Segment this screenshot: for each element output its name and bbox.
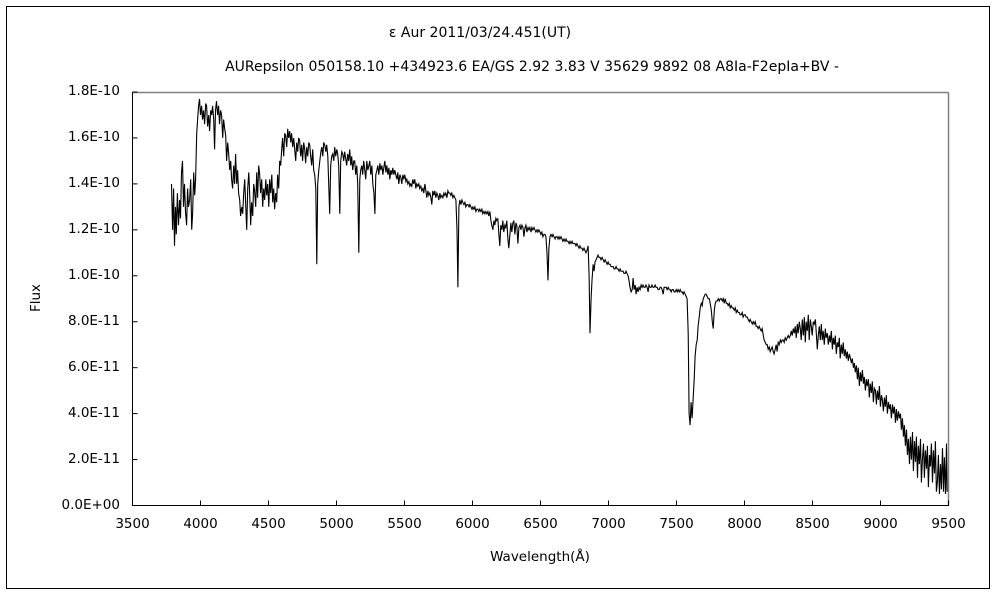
chart-subtitle: AURepsilon 050158.10 +434923.6 EA/GS 2.9…: [225, 59, 839, 75]
x-axis-title: Wavelength(Å): [490, 549, 590, 565]
y-tick-label: 1.8E-10: [67, 83, 120, 99]
x-tick-label: 6000: [455, 516, 490, 532]
y-tick-label: 0.0E+00: [61, 496, 121, 513]
x-tick-label: 3500: [115, 516, 150, 532]
y-tick-label: 1.2E-10: [67, 220, 120, 237]
y-tick-label: 2.0E-11: [67, 450, 120, 467]
spectrum-line: [170, 98, 948, 495]
x-tick-label: 6500: [523, 516, 558, 532]
x-tick-label: 9500: [931, 516, 966, 532]
x-tick-label: 8000: [727, 516, 762, 532]
chart-frame: [6, 6, 990, 589]
y-tick-label: 1.6E-10: [67, 128, 120, 145]
x-tick-label: 5000: [319, 516, 354, 532]
y-tick-label: 8.0E-11: [67, 312, 120, 329]
y-tick-label: 1.0E-10: [67, 266, 120, 283]
x-tick-label: 7000: [591, 516, 626, 532]
x-tick-label: 8500: [795, 516, 830, 532]
x-tick-label: 4500: [251, 516, 286, 532]
chart-title: ε Aur 2011/03/24.451(UT): [388, 25, 572, 41]
y-tick-label: 4.0E-11: [67, 404, 120, 421]
y-tick-label: 1.4E-10: [67, 174, 120, 191]
y-tick-label: 6.0E-11: [67, 358, 120, 375]
x-tick-label: 7500: [659, 516, 694, 532]
x-tick-label: 9000: [863, 516, 898, 532]
x-tick-label: 4000: [183, 516, 218, 532]
x-tick-label: 5500: [387, 516, 422, 532]
